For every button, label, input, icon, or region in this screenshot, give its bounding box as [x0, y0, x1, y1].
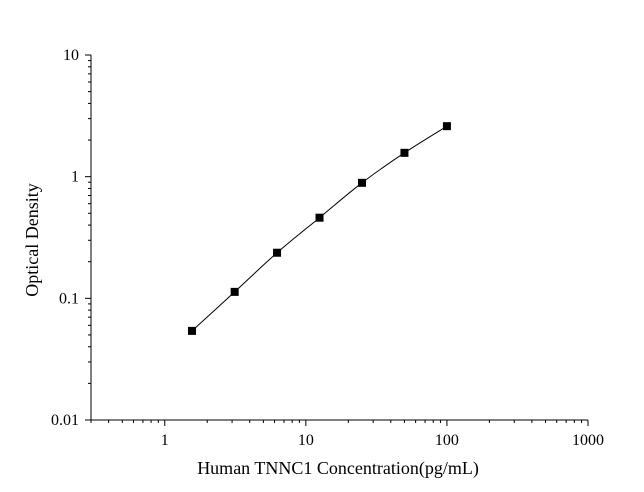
y-axis-title: Optical Density: [22, 183, 42, 296]
data-point: [315, 213, 324, 222]
y-tick-label: 10: [63, 47, 79, 64]
data-point: [188, 326, 197, 335]
data-points-layer: [188, 122, 451, 335]
data-point: [400, 148, 409, 157]
x-tick-label: 10: [298, 432, 314, 449]
y-tick-label: 0.01: [51, 412, 79, 429]
fit-curve-layer: [191, 125, 448, 332]
data-point: [357, 178, 366, 187]
x-tick-label: 1000: [572, 432, 604, 449]
x-axis-title: Human TNNC1 Concentration(pg/mL): [197, 458, 479, 479]
data-point: [230, 287, 239, 296]
data-point: [442, 122, 451, 131]
x-tick-label: 100: [435, 432, 459, 449]
data-point: [273, 248, 282, 257]
y-tick-label: 0.1: [59, 290, 79, 307]
axes: 0.01 0.1 1 10 1 10 100 1000: [51, 47, 604, 449]
x-tick-label: 1: [161, 432, 169, 449]
y-tick-label: 1: [71, 169, 79, 186]
fit-curve: [191, 125, 448, 332]
